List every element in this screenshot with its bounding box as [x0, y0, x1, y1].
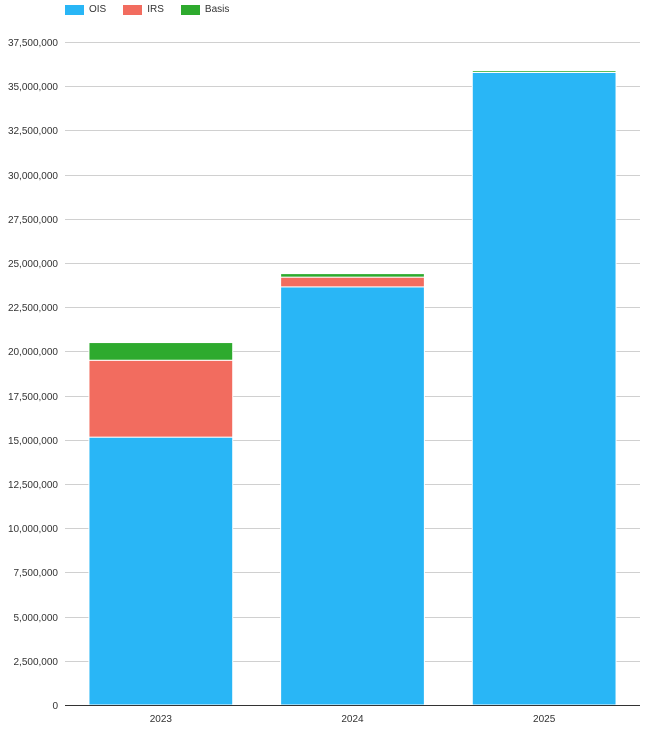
y-tick-label: 32,500,000: [8, 126, 58, 137]
bar-ois-2025[interactable]: [471, 71, 617, 706]
bar-ois-2023[interactable]: [88, 436, 234, 706]
y-tick-label: 12,500,000: [8, 480, 58, 491]
bar-ois-2024[interactable]: [280, 286, 425, 706]
legend-label-irs: IRS: [147, 4, 164, 15]
y-tick-label: 35,000,000: [8, 82, 58, 93]
y-tick-label: 20,000,000: [8, 347, 58, 358]
y-tick-label: 30,000,000: [8, 171, 58, 182]
legend-swatch-irs: [123, 4, 143, 15]
legend-swatch-ois: [65, 4, 84, 15]
bar-basis-2025[interactable]: [471, 70, 617, 73]
y-tick-label: 5,000,000: [14, 613, 59, 624]
legend-item-basis[interactable]: Basis: [180, 4, 230, 15]
legend-item-irs[interactable]: IRS: [123, 4, 164, 15]
y-tick-label: 0: [52, 701, 58, 712]
y-tick-label: 17,500,000: [8, 392, 58, 403]
bar-basis-2023[interactable]: [88, 342, 234, 361]
y-tick-label: 27,500,000: [8, 215, 58, 226]
x-tick-label: 2024: [341, 714, 364, 725]
bar-irs-2024[interactable]: [280, 276, 425, 288]
y-tick-label: 22,500,000: [8, 303, 58, 314]
x-axis-ticks: 2023 2024 2025: [150, 714, 556, 725]
legend-item-ois[interactable]: OIS: [65, 4, 106, 15]
bar-basis-2024[interactable]: [280, 273, 425, 278]
y-tick-label: 15,000,000: [8, 436, 58, 447]
x-tick-label: 2023: [150, 714, 173, 725]
y-tick-label: 10,000,000: [8, 524, 58, 535]
x-tick-label: 2025: [533, 714, 556, 725]
legend-swatch-basis: [180, 4, 200, 15]
bars: [88, 70, 617, 706]
y-axis-ticks: 0 2,500,000 5,000,000 7,500,000 10,000,000 12…: [8, 38, 59, 712]
y-tick-label: 25,000,000: [8, 259, 58, 270]
y-tick-label: 37,500,000: [8, 38, 58, 49]
y-tick-label: 7,500,000: [14, 568, 59, 579]
bar-irs-2023[interactable]: [88, 359, 234, 438]
y-tick-label: 2,500,000: [14, 657, 59, 668]
legend-label-ois: OIS: [89, 4, 107, 15]
legend: OIS IRS Basis: [65, 4, 246, 15]
legend-label-basis: Basis: [204, 4, 230, 15]
